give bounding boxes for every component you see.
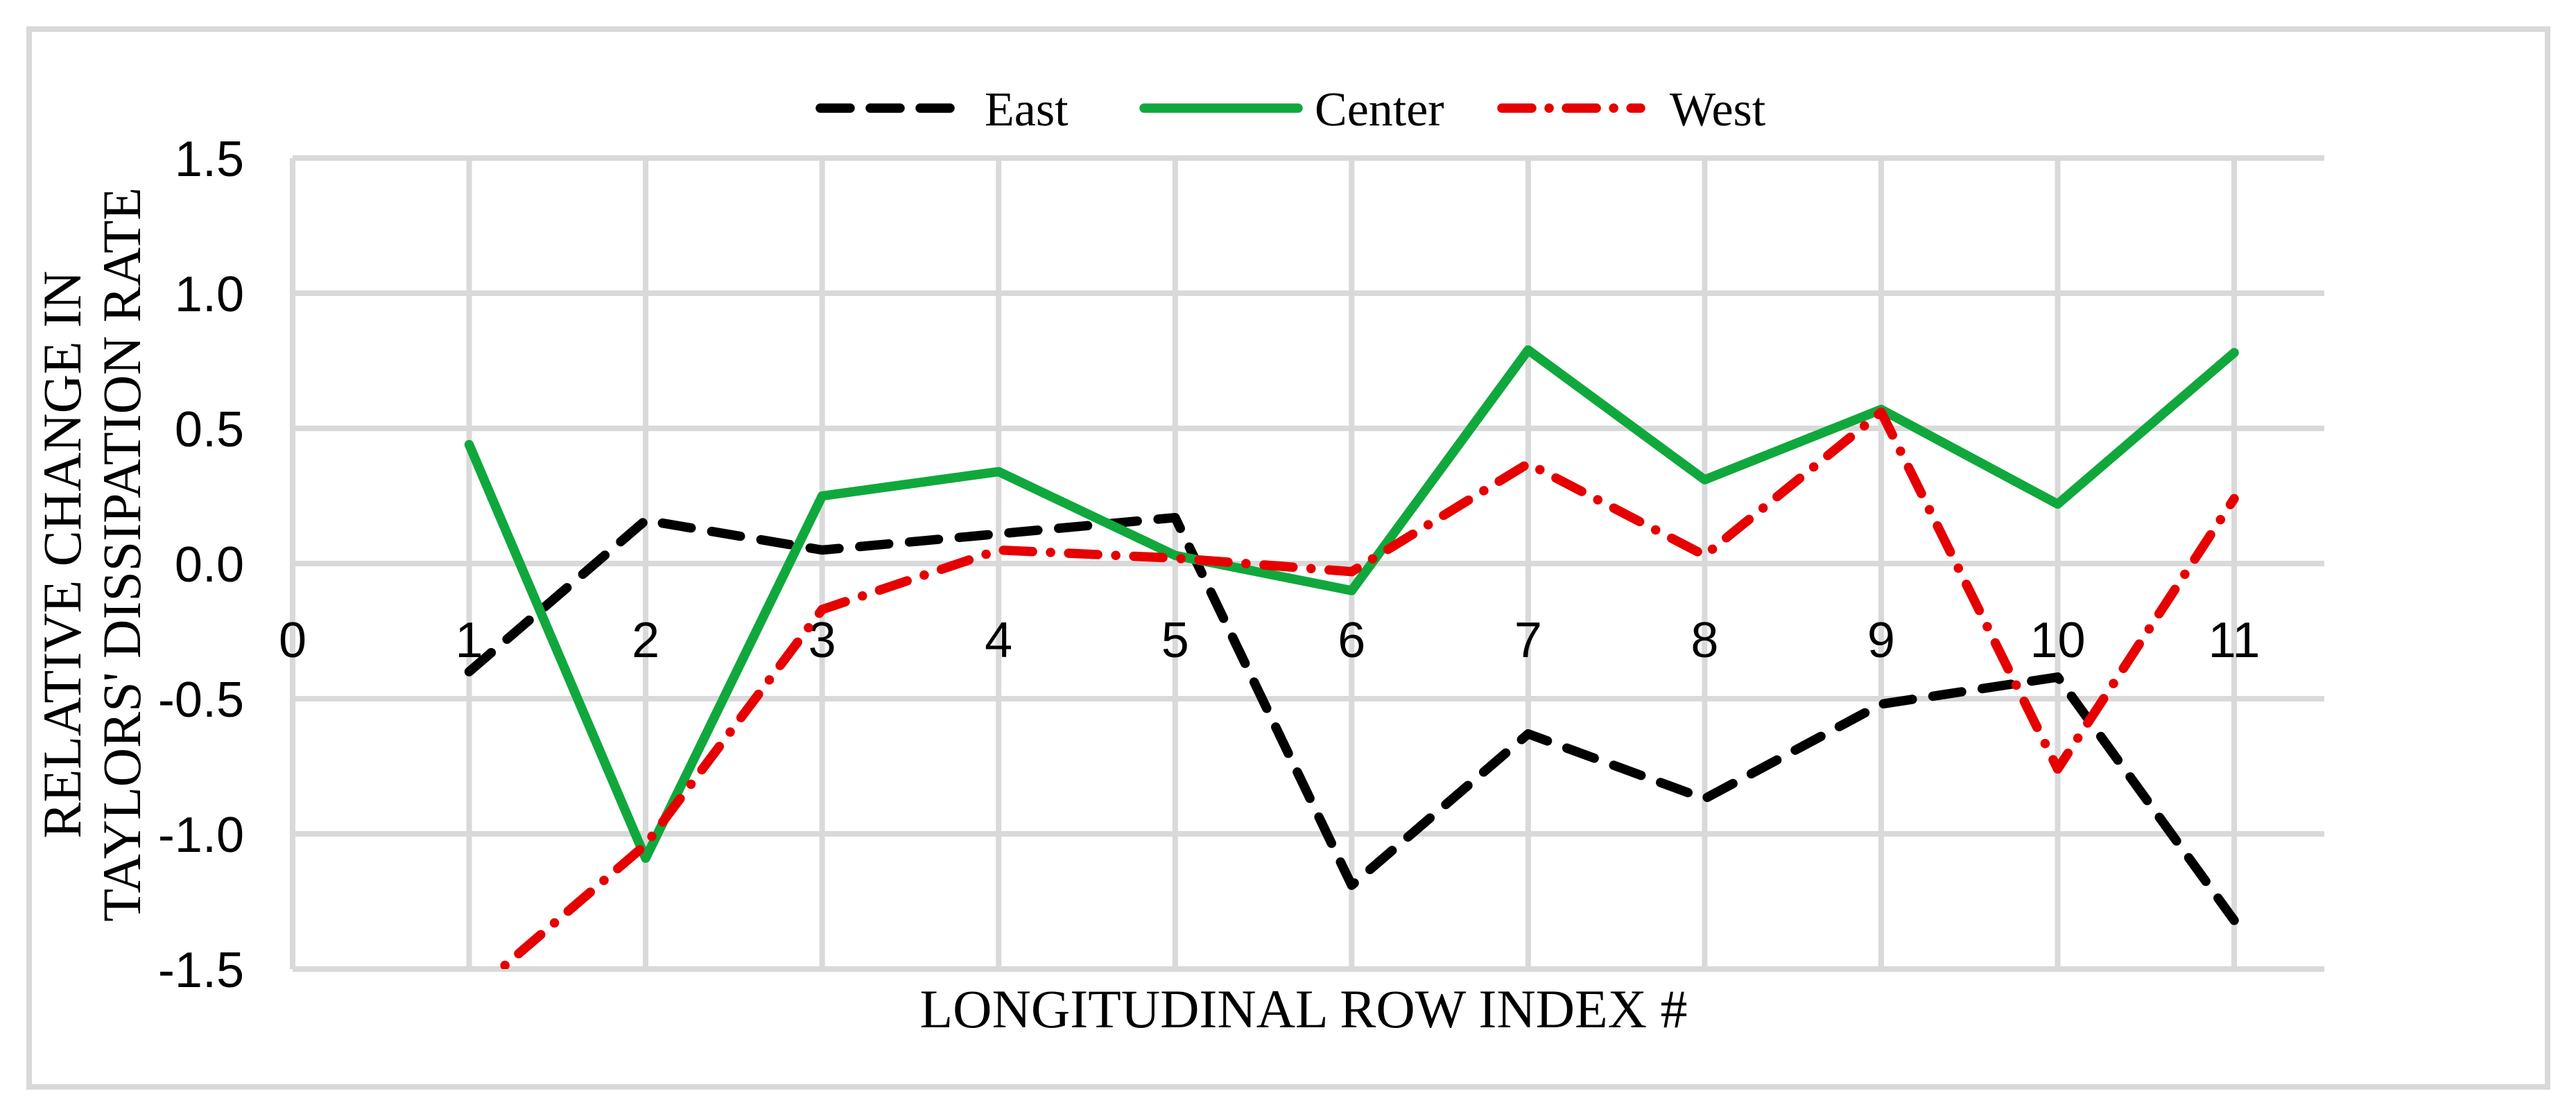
series-layer [464,345,2239,969]
y-axis-tick-label: 0.5 [175,402,244,457]
y-axis-tick-label: 1.0 [175,267,244,322]
legend: East Center West [815,83,1766,137]
x-axis-tick-label: 9 [1867,613,1895,668]
x-axis-tick-label: 2 [632,613,659,668]
legend-label-west: West [1670,83,1766,137]
x-axis-tick-label: 5 [1161,613,1189,668]
y-axis-tick-labels: 1.5 1.0 0.5 0.0 -0.5 -1.0 -1.5 [158,132,244,998]
x-axis-tick-label: 4 [985,613,1012,668]
legend-item-center: Center [1139,83,1444,137]
x-axis-tick-labels: 0 1 2 3 4 5 6 7 8 9 10 11 [279,613,2260,668]
legend-label-center: Center [1315,83,1444,137]
y-axis-tick-label: 0.0 [175,537,244,593]
grid-layer [290,155,2324,972]
y-axis-tick-label: -1.0 [158,808,244,863]
y-axis-title-line-1: RELATIVE CHANGE IN [32,271,92,839]
x-axis-tick-label: 7 [1514,613,1542,668]
y-axis-title-line-2: TAYLORS' DISSIPATION RATE [92,187,152,922]
legend-item-west: West [1497,83,1766,137]
x-axis-tick-label: 8 [1691,613,1718,668]
x-axis-tick-label: 3 [809,613,836,668]
series-center-line [464,345,2239,863]
series-west-line [493,407,2239,969]
figure-border [26,26,2550,1090]
x-axis-tick-label: 0 [279,613,306,668]
y-axis-tick-label: -0.5 [158,672,244,728]
x-axis-tick-label: 10 [2030,613,2085,668]
y-axis-tick-label: 1.5 [175,132,244,187]
series-east-line [464,512,2239,925]
y-axis-tick-label: -1.5 [158,943,244,998]
x-axis-tick-label: 6 [1338,613,1365,668]
x-axis-title: LONGITUDINAL ROW INDEX # [920,979,1688,1039]
legend-label-east: East [985,83,1069,137]
x-axis-tick-label: 11 [2208,613,2261,668]
y-axis-title: RELATIVE CHANGE IN TAYLORS' DISSIPATION … [32,187,152,922]
legend-item-east: East [815,83,1069,137]
